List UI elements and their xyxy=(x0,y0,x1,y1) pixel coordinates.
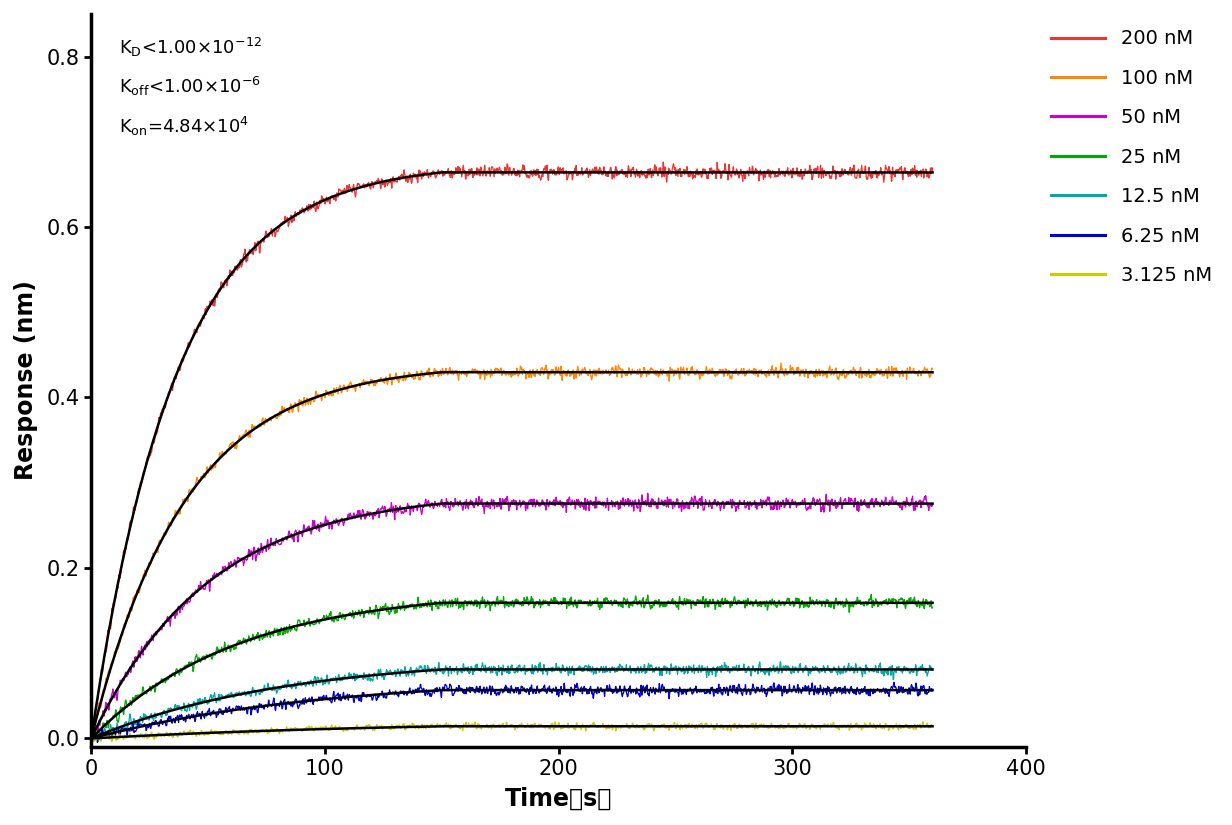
Y-axis label: Response (nm): Response (nm) xyxy=(14,280,38,480)
Text: K$_\mathregular{D}$<1.00×10$^{-12}$
K$_\mathregular{off}$<1.00×10$^{-6}$
K$_\mat: K$_\mathregular{D}$<1.00×10$^{-12}$ K$_\… xyxy=(120,35,262,138)
X-axis label: Time（s）: Time（s） xyxy=(505,787,612,811)
Legend: 200 nM, 100 nM, 50 nM, 25 nM, 12.5 nM, 6.25 nM, 3.125 nM: 200 nM, 100 nM, 50 nM, 25 nM, 12.5 nM, 6… xyxy=(1045,24,1218,290)
